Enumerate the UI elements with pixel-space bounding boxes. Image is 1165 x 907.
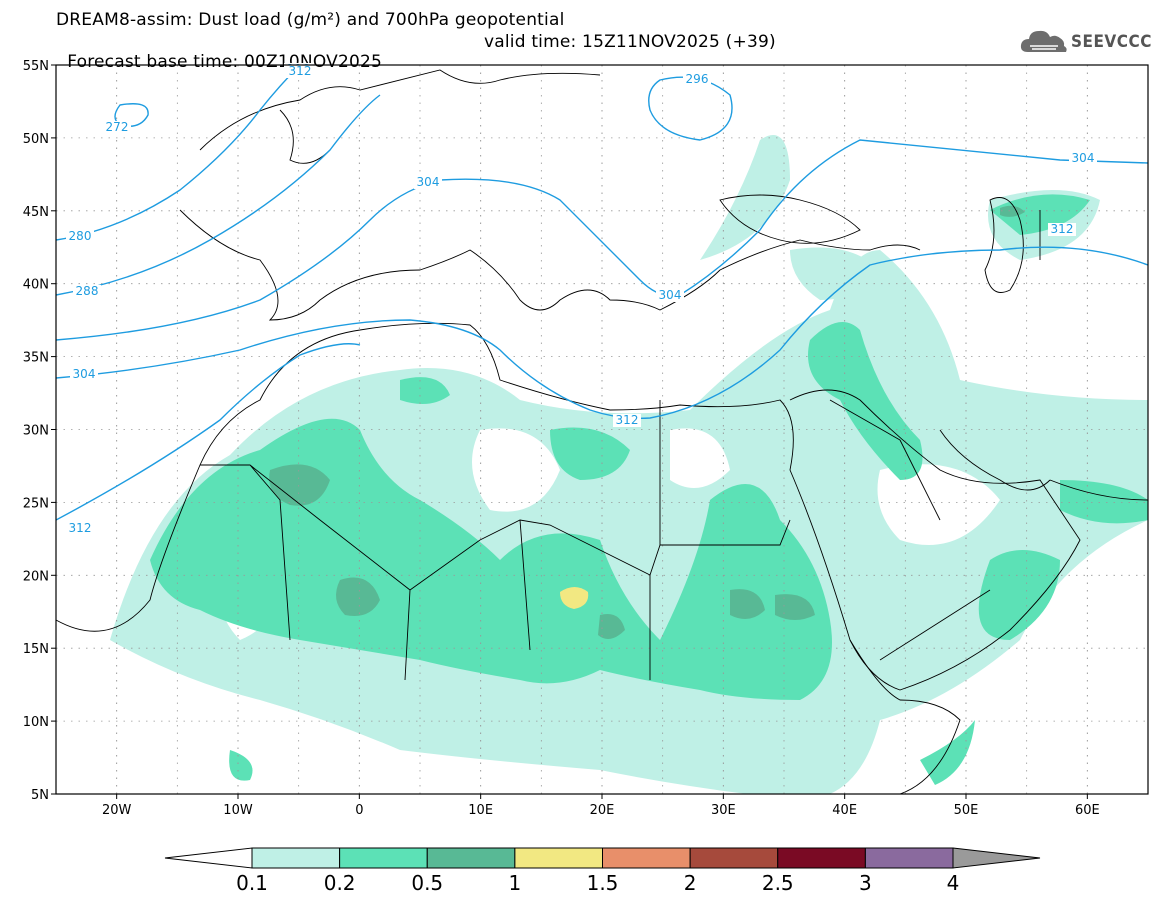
lon-tick-label: 0 [355,803,363,818]
contour-label-bg [656,289,684,302]
contour-label: 304 [659,288,682,302]
dust-shading [110,135,1148,794]
contour-label: 304 [417,175,440,189]
lon-tick-label: 20E [590,803,615,818]
axis-ticks: 55N 50N 45N 40N 35N 30N 25N 20N 15N 10N 5N 20W 10W 0 1… [23,59,1100,818]
color-bar: 0.1 0.2 0.5 1 1.5 2 2.5 3 4 [164,847,1041,895]
lat-tick-label: 45N [23,205,49,220]
title-line-2: Forecast base time: 00Z10NOV2025 valid t… [56,32,775,92]
lat-tick-label: 20N [23,569,49,584]
contour-label-bg [1048,223,1076,236]
contour-label: 288 [76,284,99,298]
colorbar-label: 2 [684,871,697,895]
colorbar-cell [339,847,428,869]
lat-tick-label: 35N [23,351,49,366]
contour-label-bg [414,176,442,189]
contour-label: 312 [616,413,639,427]
colorbar-label: 1.5 [587,871,619,895]
lat-tick-label: 40N [23,278,49,293]
base-time: Forecast base time: 00Z10NOV2025 [67,52,383,72]
contour-label: 280 [69,229,92,243]
lon-tick-label: 60E [1075,803,1100,818]
contour-label-bg [1069,152,1097,165]
lat-tick-label: 50N [23,132,49,147]
lat-tick-label: 5N [31,788,49,803]
colorbar-label: 3 [859,871,872,895]
colorbar-label: 4 [947,871,960,895]
lat-tick-label: 25N [23,496,49,511]
contour-label-bg [66,522,94,535]
colorbar-label: 2.5 [762,871,794,895]
contour-label-bg [103,121,131,134]
contour-label-bg [683,73,711,86]
colorbar-arrow-high [952,847,1041,869]
colorbar-label: 0.5 [411,871,443,895]
colorbar-cell [514,847,603,869]
coastlines [56,69,1148,794]
contour-labels: 272280288296296304304304304312312312312 [66,62,1097,535]
lon-tick-label: 20W [102,803,132,818]
lat-tick-label: 30N [23,424,49,439]
lon-tick-label: 40E [832,803,857,818]
colorbar-cell [251,847,341,869]
colorbar-cell [777,847,866,869]
colorbar-label: 1 [509,871,522,895]
contour-label: 304 [1072,151,1095,165]
lon-tick-label: 30E [711,803,736,818]
contour-label-bg [70,368,98,381]
contour-label: 272 [106,120,129,134]
colorbar-label: 0.1 [236,871,268,895]
contour-label: 312 [69,521,92,535]
lat-tick-label: 10N [23,715,49,730]
contour-label-bg [66,230,94,243]
colorbar-cell [864,847,954,869]
graticule [56,65,1148,794]
contour-label-bg [613,414,641,427]
colorbar-cell [689,847,779,869]
lon-tick-label: 10W [223,803,253,818]
colorbar-cell [426,847,516,869]
title-line-1: DREAM8-assim: Dust load (g/m²) and 700hP… [56,10,565,30]
contour-label-bg [73,285,101,298]
contour-label: 312 [1051,222,1074,236]
colorbar-label: 0.2 [324,871,356,895]
logo-text: SEEVCCC [1071,32,1152,52]
lat-tick-label: 55N [23,59,49,74]
seevccc-logo: SEEVCCC [1018,24,1158,60]
colorbar-cell [602,847,691,869]
lon-tick-label: 50E [954,803,979,818]
lat-tick-label: 15N [23,642,49,657]
colorbar-arrow-low [164,847,253,869]
contour-label: 304 [73,367,96,381]
contour-label-bg [286,65,314,78]
contour-label: 312 [289,64,312,78]
cloud-icon [1020,30,1067,52]
lon-tick-label: 10E [468,803,493,818]
contour-label: 296 [686,72,709,86]
valid-time: valid time: 15Z11NOV2025 (+39) [484,32,776,52]
